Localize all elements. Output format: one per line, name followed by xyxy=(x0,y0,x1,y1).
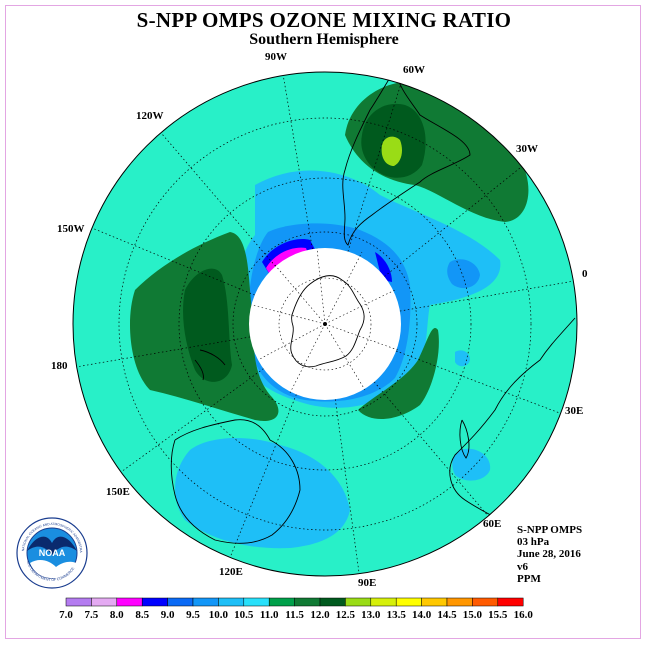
legend-tick-label: 8.0 xyxy=(110,609,124,621)
contour-light-blue-spot xyxy=(455,350,470,367)
contour-mid-blue-east xyxy=(447,259,480,289)
lon-label-30e: 30E xyxy=(565,405,584,417)
legend-swatch xyxy=(472,597,499,607)
legend-tick-label: 9.0 xyxy=(161,609,175,621)
lon-label-180: 180 xyxy=(51,360,68,372)
legend-swatch xyxy=(167,597,194,607)
lon-label-150w: 150W xyxy=(57,223,85,235)
legend-swatch xyxy=(294,597,321,607)
figure-frame xyxy=(5,5,641,639)
legend-swatch xyxy=(116,597,143,607)
info-block: S-NPP OMPS 03 hPa June 28, 2016 v6 PPM xyxy=(517,524,582,585)
legend-tick-label: 7.5 xyxy=(85,609,99,621)
legend-swatch xyxy=(192,597,219,607)
coast-madagascar xyxy=(459,419,470,459)
legend-tick-label: 9.5 xyxy=(186,609,200,621)
latitude-circle-45 xyxy=(178,177,472,471)
info-level: 03 hPa xyxy=(517,536,550,549)
map-title: S-NPP OMPS OZONE MIXING RATIO xyxy=(136,8,512,32)
legend-tick-label: 10.0 xyxy=(209,609,229,621)
info-version: v6 xyxy=(517,560,528,573)
legend-tick-label: 16.0 xyxy=(514,609,534,621)
coast-south-america xyxy=(342,72,471,246)
lon-label-60e: 60E xyxy=(483,518,502,530)
logo-text: NOAA xyxy=(39,548,66,558)
legend-tick-label: 11.5 xyxy=(285,609,304,621)
contour-blue-east xyxy=(375,252,392,282)
legend-swatch xyxy=(243,597,270,607)
legend-tick-label: 15.5 xyxy=(488,609,508,621)
legend-tick-label: 14.0 xyxy=(412,609,432,621)
legend-ticks: 7.0 7.5 8.0 8.5 9.0 9.5 10.0 10.5 11.0 11.5 12.0 12… xyxy=(59,609,533,621)
coast-new-zealand xyxy=(194,349,226,381)
info-instrument: S-NPP OMPS xyxy=(517,524,583,536)
lon-label-90w: 90W xyxy=(265,51,287,63)
legend-swatch xyxy=(395,597,422,607)
lon-label-120e: 120E xyxy=(219,566,243,578)
contour-lime-north xyxy=(381,136,402,166)
noaa-logo: NOAA NATIONAL OCEANIC AND ATMOSPHERIC AD… xyxy=(16,517,88,589)
legend-swatch xyxy=(345,597,372,607)
legend-swatch xyxy=(268,597,295,607)
lon-label-60w: 60W xyxy=(403,64,425,76)
legend-tick-label: 13.0 xyxy=(361,609,381,621)
legend-tick-label: 12.0 xyxy=(310,609,330,621)
legend-swatch xyxy=(65,597,92,607)
legend-tick-label: 8.5 xyxy=(135,609,149,621)
info-date: June 28, 2016 xyxy=(517,548,581,561)
lon-label-120w: 120W xyxy=(136,110,164,122)
legend-swatches xyxy=(65,597,524,607)
lon-label-30w: 30W xyxy=(516,143,538,155)
latitude-circle-60 xyxy=(232,231,418,417)
legend-tick-label: 11.0 xyxy=(260,609,279,621)
legend-swatch xyxy=(218,597,245,607)
south-pole-dot xyxy=(323,322,327,326)
legend-tick-label: 10.5 xyxy=(234,609,254,621)
info-units: PPM xyxy=(517,572,541,585)
legend-swatch xyxy=(141,597,168,607)
lon-label-150e: 150E xyxy=(106,486,130,498)
legend-tick-label: 15.0 xyxy=(463,609,483,621)
legend-swatch xyxy=(446,597,473,607)
legend-tick-label: 7.0 xyxy=(59,609,73,621)
map-subtitle: Southern Hemisphere xyxy=(249,31,399,48)
legend-tick-label: 14.5 xyxy=(437,609,457,621)
legend-swatch xyxy=(370,597,397,607)
legend-tick-label: 13.5 xyxy=(387,609,407,621)
legend-swatch xyxy=(319,597,346,607)
contour-green-east xyxy=(358,328,439,420)
legend-swatch xyxy=(421,597,448,607)
map-border xyxy=(72,71,578,577)
legend-swatch xyxy=(91,597,118,607)
contour-light-blue-east xyxy=(452,448,491,481)
coast-africa xyxy=(449,317,576,531)
legend-tick-label: 12.5 xyxy=(336,609,356,621)
lon-label-0: 0 xyxy=(582,268,588,280)
polar-graticule xyxy=(251,247,399,394)
contour-darkgreen-west xyxy=(183,268,232,382)
latitude-circle-30 xyxy=(118,117,532,531)
coast-australia xyxy=(170,419,301,544)
lon-label-90e: 90E xyxy=(358,577,377,589)
contour-light-blue-south xyxy=(174,438,350,549)
legend-swatch xyxy=(497,597,524,607)
antarctica-outline xyxy=(290,275,365,368)
